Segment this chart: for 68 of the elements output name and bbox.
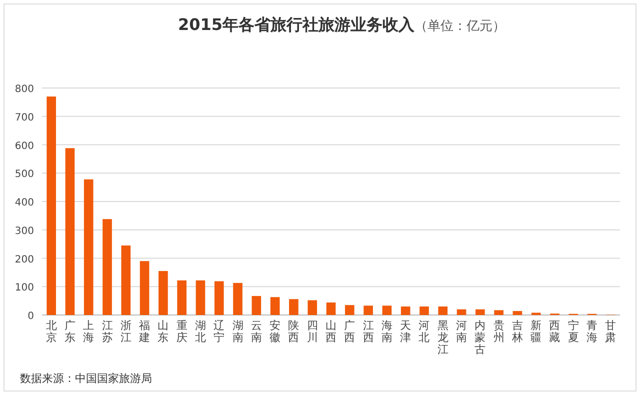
x-tick-label: 河北 xyxy=(418,319,430,344)
bar xyxy=(512,311,522,315)
x-tick-label: 辽宁 xyxy=(214,319,225,344)
x-tick-label: 宁夏 xyxy=(568,319,579,344)
x-tick-label: 福建 xyxy=(138,319,150,344)
bar xyxy=(364,306,373,315)
y-tick-label: 700 xyxy=(14,112,34,124)
bar xyxy=(84,179,94,315)
bar xyxy=(289,299,298,315)
x-tick-label: 广西 xyxy=(344,319,356,344)
x-tick-label: 湖南 xyxy=(232,319,244,344)
x-tick-label: 山西 xyxy=(326,319,336,344)
x-tick-label: 海南 xyxy=(381,319,392,344)
y-tick-label: 200 xyxy=(14,254,34,266)
bar xyxy=(326,302,336,315)
chart-subtitle: （单位：亿元） xyxy=(414,19,506,34)
x-tick-label: 吉林 xyxy=(510,319,523,344)
x-tick-label: 新疆 xyxy=(530,319,542,344)
bar xyxy=(308,300,318,315)
x-tick-label: 上海 xyxy=(83,319,94,344)
x-tick-label: 北京 xyxy=(46,319,57,344)
x-tick-label: 江苏 xyxy=(102,319,113,344)
x-tick-label: 四川 xyxy=(306,319,318,344)
bar xyxy=(344,305,354,315)
x-tick-label: 黑龙江 xyxy=(437,319,448,356)
bar xyxy=(140,261,150,315)
x-tick-label: 天津 xyxy=(400,319,412,344)
x-tick-label: 内蒙古 xyxy=(474,319,486,356)
bar xyxy=(420,306,429,315)
bar xyxy=(158,271,168,315)
bar xyxy=(476,309,485,315)
bar xyxy=(382,306,392,315)
y-tick-label: 300 xyxy=(14,226,34,237)
x-tick-label: 甘肃 xyxy=(605,319,616,344)
x-tick-label: 湖北 xyxy=(194,319,206,344)
y-tick-label: 500 xyxy=(14,169,34,180)
x-tick-label: 西藏 xyxy=(549,319,560,344)
x-tick-label: 云南 xyxy=(250,319,262,344)
bar xyxy=(438,306,448,315)
bar xyxy=(102,219,112,315)
x-tick-label: 江西 xyxy=(362,319,374,344)
bar xyxy=(214,281,224,315)
y-tick-label: 0 xyxy=(28,311,34,322)
bar xyxy=(46,96,56,315)
x-tick-label: 陕西 xyxy=(288,319,300,344)
bar xyxy=(252,296,262,315)
x-tick-label: 重庆 xyxy=(176,319,188,344)
y-tick-label: 100 xyxy=(14,282,34,294)
x-tick-label: 贵州 xyxy=(493,319,504,344)
x-tick-label: 浙江 xyxy=(120,319,132,344)
x-tick-label: 山东 xyxy=(158,319,169,344)
bar xyxy=(270,297,280,315)
x-tick-label: 安徽 xyxy=(270,319,281,344)
bar xyxy=(400,306,410,315)
y-tick-label: 800 xyxy=(14,84,34,95)
y-tick-label: 600 xyxy=(14,140,34,152)
bar xyxy=(494,310,504,315)
x-tick-label: 广东 xyxy=(64,319,76,344)
source-note: 数据来源：中国国家旅游局 xyxy=(20,372,152,385)
bar xyxy=(121,245,131,315)
bar xyxy=(196,280,206,315)
bar xyxy=(233,282,242,315)
bar xyxy=(65,148,75,315)
y-tick-label: 400 xyxy=(14,198,34,208)
x-tick-label: 青海 xyxy=(586,319,598,344)
x-tick-label: 河南 xyxy=(456,319,468,344)
bar xyxy=(456,309,466,315)
bar xyxy=(177,280,186,315)
